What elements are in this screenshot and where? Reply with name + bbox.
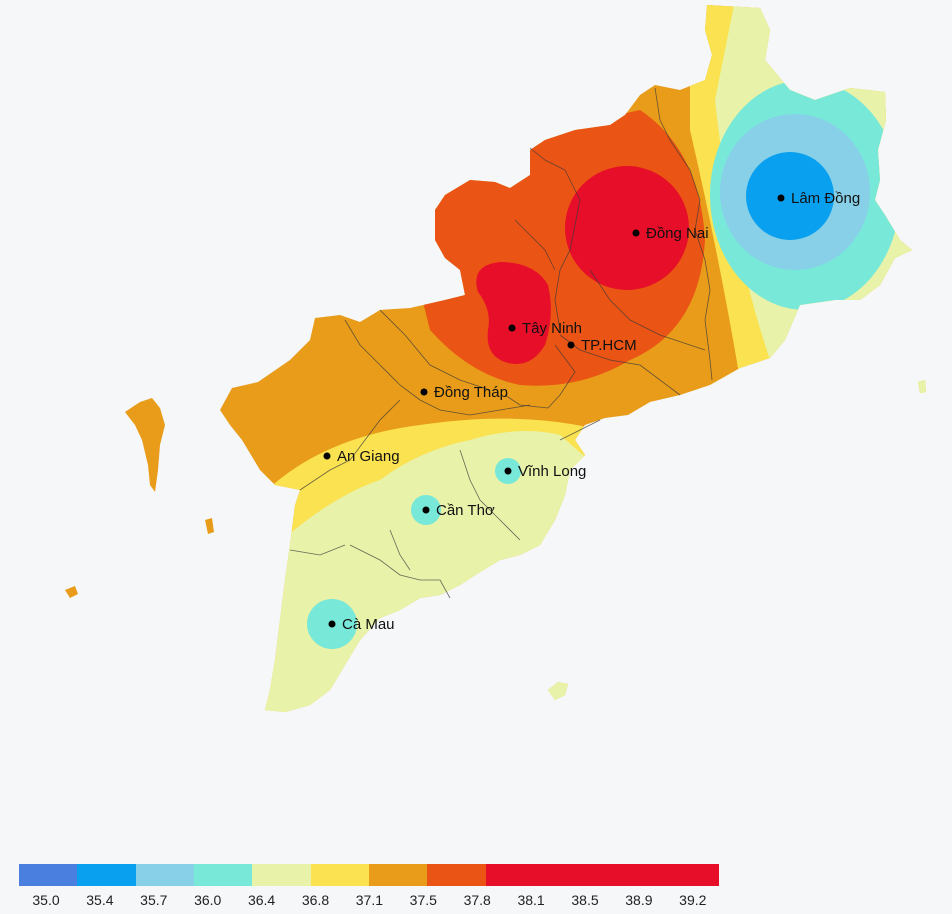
city-dot-can-tho [422, 506, 430, 514]
legend-band [485, 864, 544, 886]
legend-band [602, 864, 661, 886]
city-dot-ca-mau [328, 620, 336, 628]
legend-tick-label: 39.2 [679, 892, 707, 908]
legend-band [252, 864, 311, 886]
legend-tick-label: 37.1 [355, 892, 384, 908]
city-label-dong-nai: Đồng Nai [646, 225, 709, 242]
hot-red-1-zone [565, 166, 689, 290]
city-label-ca-mau: Cà Mau [342, 616, 395, 633]
legend-tick-label: 38.9 [625, 892, 653, 908]
city-label-an-giang: An Giang [337, 448, 400, 465]
legend-band [368, 864, 428, 886]
legend-band [310, 864, 369, 886]
city-label-lam-dong: Lâm Đồng [791, 190, 860, 207]
legend-tick-label: 37.8 [463, 892, 491, 908]
city-dot-tp-hcm [567, 341, 575, 349]
city-dot-vinh-long [504, 467, 512, 475]
city-label-tay-ninh: Tây Ninh [522, 320, 582, 337]
legend-band [543, 864, 603, 886]
legend-tick-label: 35.7 [140, 892, 168, 908]
south-pale-zone [200, 431, 600, 712]
legend-tick-label: 36.8 [301, 892, 330, 908]
legend-tick-label: 35.0 [32, 892, 60, 908]
legend-tick-label: 36.4 [247, 892, 276, 908]
city-dot-dong-thap [420, 388, 428, 396]
city-label-dong-thap: Đồng Tháp [434, 384, 508, 401]
city-label-vinh-long: Vĩnh Long [518, 463, 586, 480]
city-dot-dong-nai [632, 229, 640, 237]
legend-tick-label: 38.5 [571, 892, 599, 908]
province-boundaries [289, 87, 713, 599]
legend-band [193, 864, 253, 886]
city-dot-lam-dong [777, 194, 785, 202]
legend-tick-label: 37.5 [409, 892, 437, 908]
legend-tick-labels: 35.0 35.4 35.7 36.0 36.4 36.8 37.1 37.5 37.8 38.1… [19, 886, 719, 910]
east-blue-zone [746, 152, 834, 240]
city-label-tp-hcm: TP.HCM [581, 337, 637, 354]
city-dot-an-giang [323, 452, 331, 460]
legend-band [77, 864, 136, 886]
legend-band [19, 864, 78, 886]
legend-band [427, 864, 486, 886]
temperature-legend: 35.0 35.4 35.7 36.0 36.4 36.8 37.1 37.5 37.8 38.1… [19, 864, 719, 910]
legend-band [135, 864, 194, 886]
city-label-can-tho: Cần Thơ [436, 502, 495, 519]
legend-color-bar [19, 864, 719, 886]
legend-tick-label: 35.4 [86, 892, 114, 908]
city-dot-tay-ninh [508, 324, 516, 332]
legend-tick-label: 36.0 [194, 892, 222, 908]
legend-band [660, 864, 719, 886]
legend-tick-label: 38.1 [517, 892, 545, 908]
hot-red-2-zone [476, 262, 551, 364]
